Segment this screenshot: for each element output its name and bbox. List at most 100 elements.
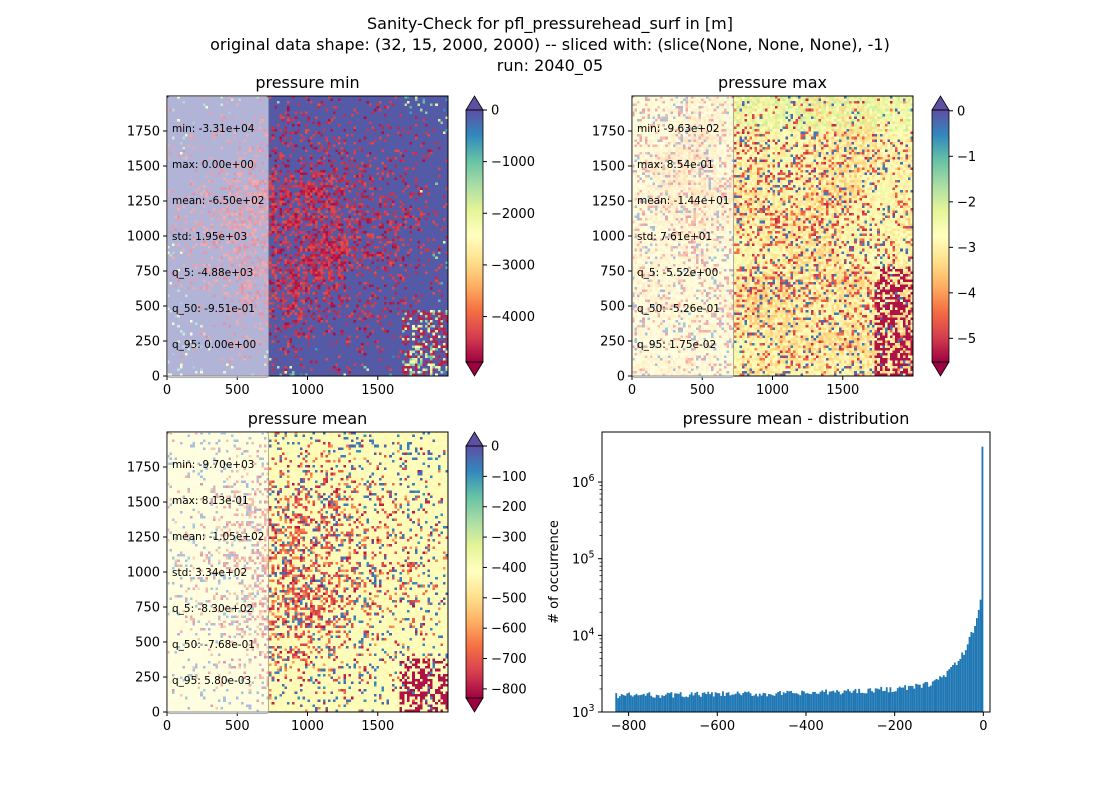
histogram-bar — [819, 691, 822, 712]
histogram-bar — [760, 695, 763, 712]
histogram-bar — [694, 692, 697, 712]
axes-title: pressure mean — [248, 409, 368, 428]
histogram-bar — [773, 695, 776, 712]
histogram-bar — [696, 691, 699, 712]
histogram-bar — [753, 695, 756, 712]
histogram-bar — [705, 694, 708, 712]
histogram-bar — [854, 688, 857, 712]
histogram-bar — [712, 696, 715, 712]
histogram-bar — [849, 691, 851, 712]
histogram-bar — [637, 695, 640, 712]
colorbar-frame — [465, 109, 484, 363]
histogram-bar — [852, 690, 855, 712]
histogram-bar — [814, 691, 816, 712]
y-tick-label: 250 — [600, 335, 625, 350]
histogram-bar — [902, 687, 905, 712]
histogram-bar — [918, 684, 921, 712]
histogram-bar — [664, 694, 667, 712]
x-tick-label: 1500 — [361, 719, 394, 734]
histogram-bar — [701, 692, 704, 712]
colorbar-extend-bottom — [465, 361, 484, 377]
histogram-bar — [670, 692, 673, 712]
axes-title: pressure min — [255, 73, 359, 92]
stat-line: q_50: -7.68e-01 — [172, 639, 255, 651]
colorbar-tick-label: −700 — [491, 652, 527, 667]
histogram-bar — [858, 688, 861, 712]
histogram-bar — [823, 692, 826, 712]
histogram-bar — [821, 690, 824, 712]
histogram-bar — [799, 695, 802, 712]
histogram-bar — [657, 695, 660, 712]
x-tick-label: 1000 — [291, 383, 324, 398]
histogram-bar — [646, 693, 649, 712]
histogram-bar — [720, 695, 723, 712]
histogram-bar — [707, 691, 710, 712]
histogram-bar — [874, 688, 877, 712]
y-tick-label: 1500 — [127, 160, 160, 175]
histogram-bar — [841, 693, 844, 712]
histogram-bar — [758, 693, 761, 712]
colorbar — [932, 110, 949, 362]
histogram-bar — [931, 681, 934, 712]
colorbar-tick-label: −2000 — [491, 207, 535, 222]
colorbar-frame — [931, 109, 950, 363]
axes-title: pressure max — [718, 73, 827, 92]
histogram-bar — [970, 631, 973, 712]
histogram-bar — [843, 690, 846, 712]
histogram-bar — [950, 666, 953, 712]
histogram-bar — [725, 692, 728, 712]
axes-title: pressure mean - distribution — [683, 409, 910, 428]
y-tick-label: 750 — [135, 601, 160, 616]
histogram-bar — [769, 694, 772, 712]
histogram-bar — [850, 692, 853, 712]
histogram-bar — [633, 695, 636, 712]
colorbar-tick-label: 0 — [491, 104, 499, 119]
histogram-bar — [871, 691, 873, 712]
histogram-bar — [834, 692, 837, 712]
stat-line: max: 8.13e-01 — [172, 495, 249, 507]
histogram-bar — [895, 691, 897, 712]
histogram-bar — [847, 689, 850, 712]
y-tick-label: 750 — [135, 265, 160, 280]
histogram-bar — [924, 682, 927, 712]
colorbar-tick-label: −3000 — [491, 258, 535, 273]
histogram-bar — [676, 693, 678, 712]
histogram-bar — [917, 684, 919, 712]
histogram-bar — [860, 692, 862, 712]
histogram-bar — [964, 650, 967, 712]
stat-line: q_50: -5.26e-01 — [637, 303, 720, 315]
histogram-bar — [788, 691, 791, 712]
y-tick-label: 105 — [572, 550, 595, 568]
histogram-bar — [630, 695, 632, 712]
histogram-bar — [718, 693, 721, 712]
histogram-bar — [953, 662, 956, 712]
histogram-bar — [755, 693, 758, 712]
histogram-bar — [882, 691, 884, 712]
y-tick-label: 500 — [135, 636, 160, 651]
histogram-bar — [679, 692, 682, 712]
x-tick-label: −600 — [699, 719, 735, 734]
stat-line: mean: -6.50e+02 — [172, 195, 265, 207]
stat-line: q_5: -4.88e+03 — [172, 267, 254, 279]
colorbar-extend-top — [465, 431, 484, 447]
histogram-bar — [893, 691, 896, 712]
y-tick-label: 1000 — [592, 230, 625, 245]
stat-line: mean: -1.05e+02 — [172, 531, 265, 543]
y-tick-label: 103 — [572, 703, 595, 721]
histogram-bar — [731, 694, 734, 712]
histogram-bar — [906, 689, 908, 712]
histogram-bar — [757, 696, 759, 712]
histogram-bar — [786, 690, 789, 712]
histogram-bar — [872, 692, 875, 712]
histogram-bar — [729, 695, 732, 712]
colorbar — [466, 110, 483, 362]
y-tick-label: 500 — [600, 300, 625, 315]
stat-line: std: 1.95e+03 — [172, 231, 248, 243]
stat-line: q_5: -5.52e+00 — [637, 267, 719, 279]
histogram-bar — [876, 688, 879, 712]
histogram-bar — [727, 692, 730, 712]
stats-box-pressure-min: min: -3.31e+04 max: 0.00e+00 mean: -6.50… — [167, 96, 270, 378]
histogram-bar — [744, 691, 746, 712]
y-tick-label: 106 — [572, 473, 595, 491]
